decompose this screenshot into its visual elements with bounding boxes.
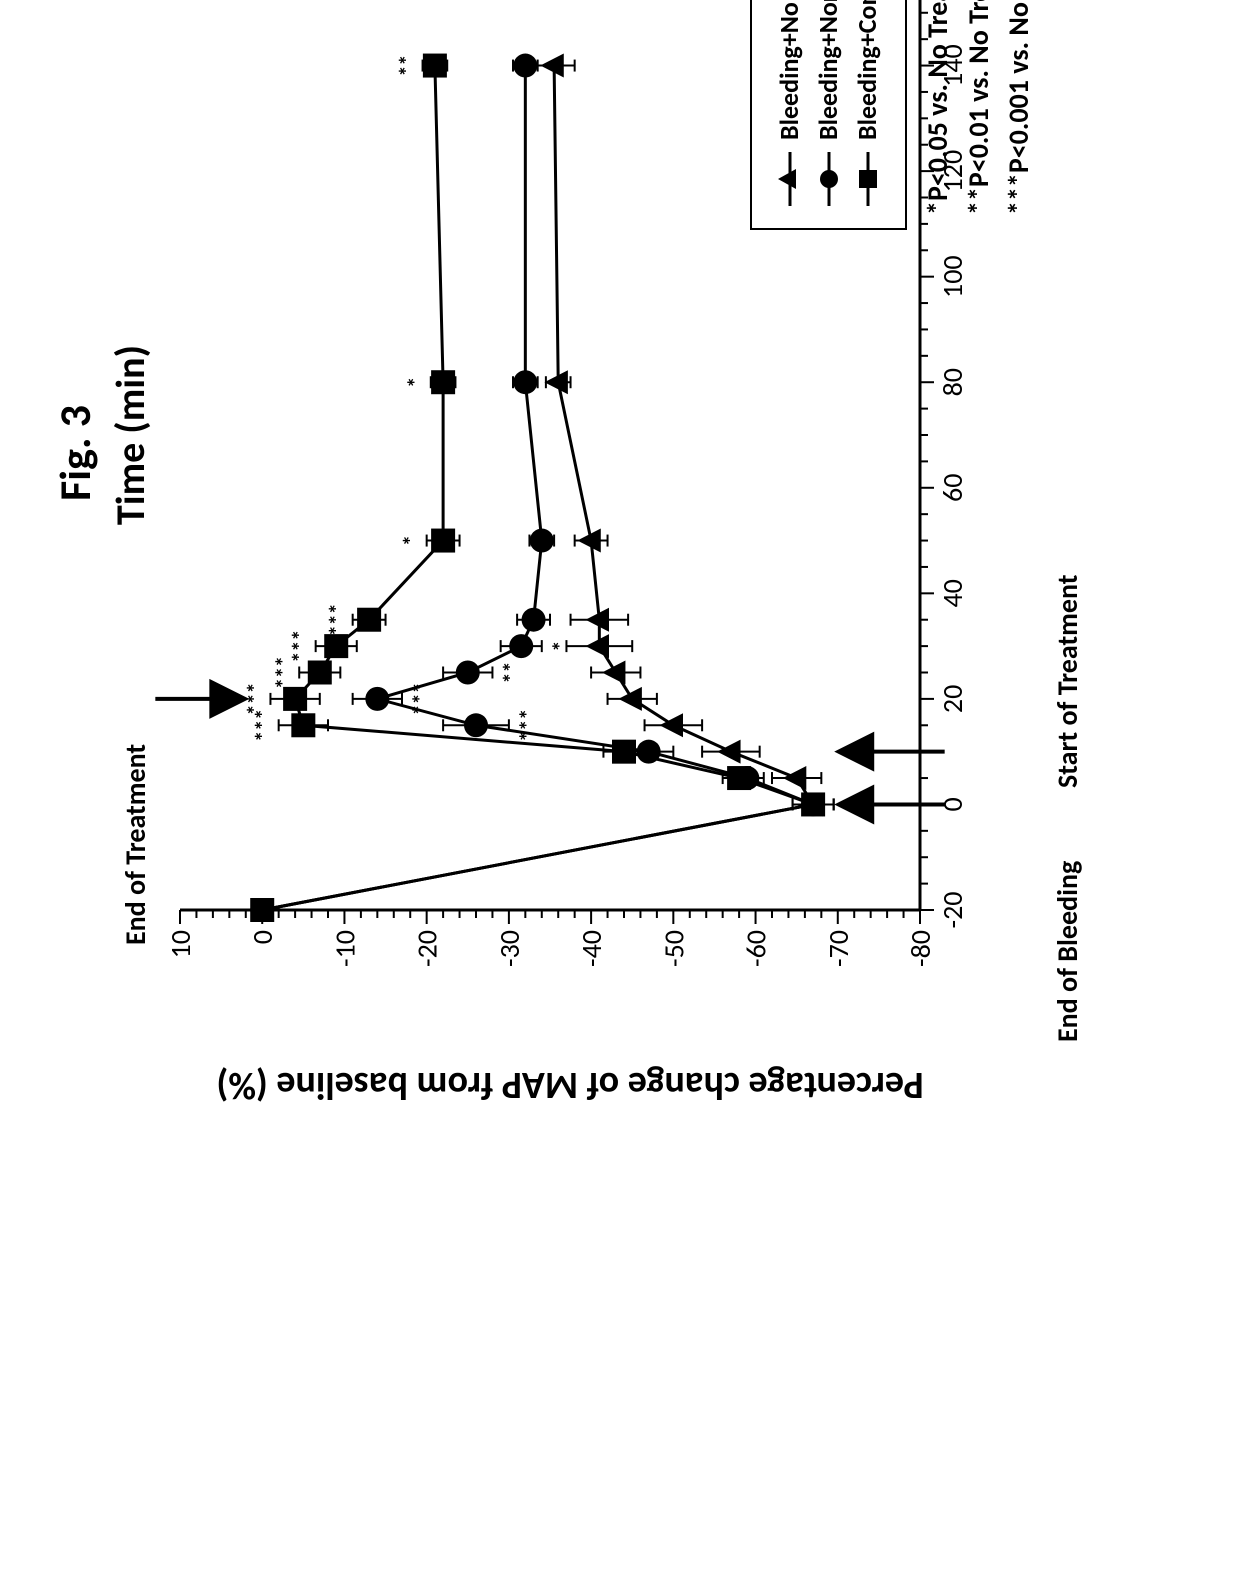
y-axis-title: Percentage change of MAP from baseline (…	[216, 1062, 923, 1108]
svg-text:Time (min): Time (min)	[110, 345, 155, 525]
p-value-line: **P<0.01 vs. No Treatment	[959, 0, 1000, 215]
svg-text:-20: -20	[410, 930, 445, 967]
svg-text:-10: -10	[327, 930, 362, 967]
annotation-start-of-treatment: Start of Treatment	[1050, 575, 1085, 789]
rotated-stage: Fig. 3 Percentage change of MAP from bas…	[0, 0, 1240, 1240]
y-axis-title-container: Percentage change of MAP from baseline (…	[110, 1045, 1030, 1085]
legend-marker-circle-icon	[817, 152, 841, 206]
legend-label: Bleeding+No Treatment-(n=8)	[770, 0, 809, 140]
landscape-canvas: Fig. 3 Percentage change of MAP from bas…	[0, 0, 1240, 1240]
annotation-end-of-bleeding: End of Bleeding	[1050, 861, 1085, 1042]
legend-label: Bleeding+Normal Saline-(n=8)	[809, 0, 848, 140]
legend-item-no_treatment: Bleeding+No Treatment-(n=8)	[770, 0, 809, 206]
svg-text:-80: -80	[903, 930, 938, 967]
legend-marker-square-icon	[856, 152, 880, 206]
svg-text:40: 40	[935, 579, 970, 607]
svg-text:***: ***	[287, 630, 314, 663]
svg-text:60: 60	[935, 474, 970, 502]
p-value-line: *P<0.05 vs. No Treatment	[918, 0, 959, 215]
legend-marker-triangle-icon	[778, 152, 802, 206]
svg-text:***: ***	[407, 682, 434, 715]
svg-text:10: 10	[163, 930, 198, 958]
p-value-notes: *P<0.05 vs. No Treatment**P<0.01 vs. No …	[918, 0, 1040, 215]
svg-text:-20: -20	[935, 892, 970, 929]
svg-text:***: ***	[241, 682, 268, 715]
svg-text:*: *	[398, 535, 425, 546]
svg-text:**: **	[497, 662, 524, 684]
svg-text:0: 0	[245, 930, 280, 944]
svg-text:***: ***	[514, 709, 541, 742]
svg-text:*: *	[402, 377, 429, 388]
legend-item-normal_saline: Bleeding+Normal Saline-(n=8)	[809, 0, 848, 206]
svg-text:20: 20	[935, 685, 970, 713]
svg-text:-70: -70	[821, 930, 856, 967]
svg-text:-50: -50	[656, 930, 691, 967]
svg-text:*: *	[547, 641, 574, 652]
figure-label: Fig. 3	[48, 0, 102, 1240]
svg-text:-40: -40	[574, 930, 609, 967]
p-value-line: ***P<0.001 vs. No Treatment	[999, 0, 1040, 215]
svg-text:80: 80	[935, 368, 970, 396]
legend: Bleeding+No Treatment-(n=8)Bleeding+Norm…	[750, 0, 907, 230]
annotation-end-of-treatment: End of Treatment	[118, 744, 153, 945]
svg-text:-30: -30	[492, 930, 527, 967]
svg-text:***: ***	[324, 603, 351, 636]
svg-text:-60: -60	[739, 930, 774, 967]
svg-text:**: **	[394, 55, 421, 77]
legend-item-composition: Bleeding+Composition-(n=8)	[848, 0, 887, 206]
svg-text:100: 100	[935, 255, 970, 298]
legend-label: Bleeding+Composition-(n=8)	[848, 0, 887, 140]
